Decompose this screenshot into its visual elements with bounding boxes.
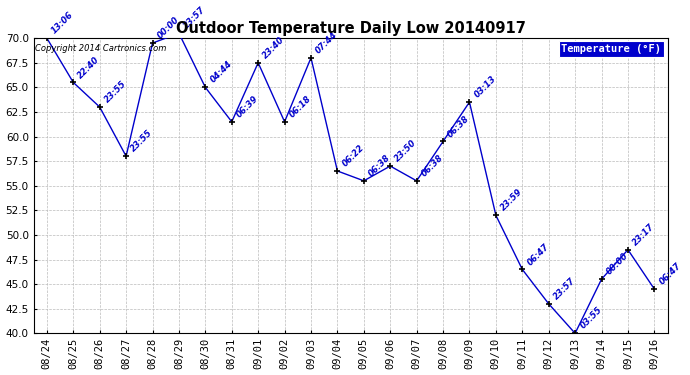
Text: 22:40: 22:40	[77, 55, 102, 80]
Text: 06:18: 06:18	[288, 94, 313, 119]
Text: 07:44: 07:44	[314, 30, 339, 56]
Text: 23:55: 23:55	[103, 79, 128, 105]
Text: 06:38: 06:38	[446, 114, 471, 139]
Text: 06:39: 06:39	[235, 94, 260, 119]
Text: 00:00: 00:00	[156, 15, 181, 40]
Text: 23:57: 23:57	[182, 5, 208, 31]
Text: 06:38: 06:38	[367, 153, 393, 178]
Text: Temperature (°F): Temperature (°F)	[561, 44, 661, 54]
Text: 13:06: 13:06	[50, 10, 75, 36]
Text: 06:47: 06:47	[526, 242, 551, 267]
Text: 04:44: 04:44	[208, 60, 234, 85]
Text: 00:00: 00:00	[604, 251, 630, 277]
Text: 23:59: 23:59	[499, 188, 524, 213]
Text: 23:57: 23:57	[552, 276, 578, 302]
Text: 06:22: 06:22	[341, 143, 366, 168]
Text: 23:50: 23:50	[393, 138, 419, 164]
Text: 23:40: 23:40	[262, 35, 287, 60]
Text: 06:38: 06:38	[420, 153, 445, 178]
Text: 23:55: 23:55	[129, 128, 155, 154]
Text: 03:13: 03:13	[473, 74, 498, 100]
Text: Copyright 2014 Cartronics.com: Copyright 2014 Cartronics.com	[35, 44, 166, 53]
Text: 06:47: 06:47	[658, 261, 683, 286]
Title: Outdoor Temperature Daily Low 20140917: Outdoor Temperature Daily Low 20140917	[176, 21, 526, 36]
Text: 23:17: 23:17	[631, 222, 656, 247]
Text: 03:55: 03:55	[578, 306, 604, 331]
